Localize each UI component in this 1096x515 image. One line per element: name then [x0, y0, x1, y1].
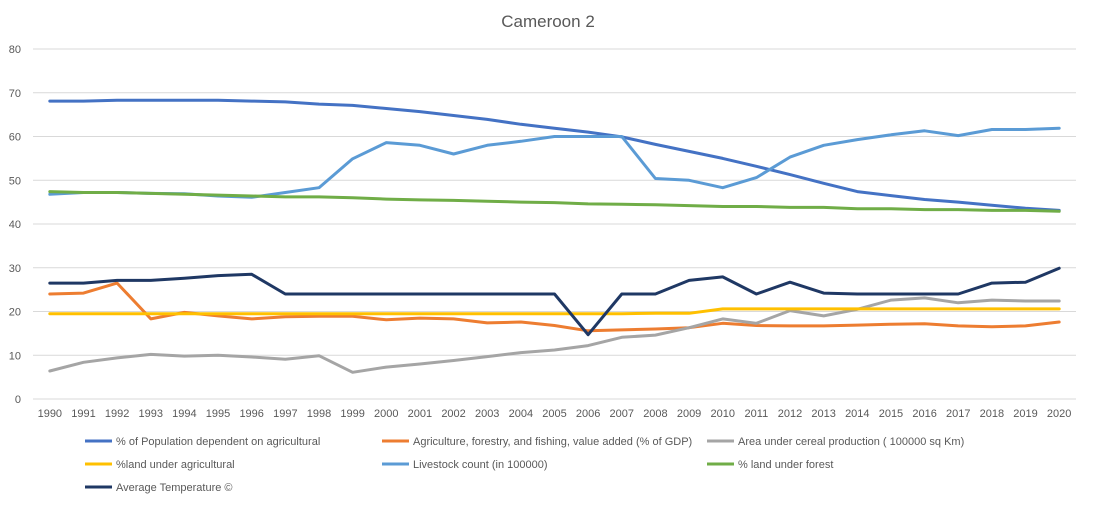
- x-tick-label: 2007: [610, 408, 634, 420]
- x-tick-label: 1994: [172, 408, 196, 420]
- y-tick-label: 10: [9, 350, 21, 362]
- y-tick-label: 60: [9, 132, 21, 144]
- x-tick-label: 2001: [408, 408, 432, 420]
- x-tick-label: 2014: [845, 408, 869, 420]
- series-line-0: [48, 98, 1061, 212]
- x-tick-label: 2013: [811, 408, 835, 420]
- y-tick-label: 20: [9, 307, 21, 319]
- legend-label-1: Agriculture, forestry, and fishing, valu…: [413, 436, 692, 448]
- x-tick-label: 2000: [374, 408, 398, 420]
- x-tick-label: 2005: [542, 408, 566, 420]
- y-tick-label: 0: [15, 394, 21, 406]
- chart-title: Cameroon 2: [501, 12, 595, 31]
- x-tick-label: 1991: [71, 408, 95, 420]
- x-tick-label: 1996: [239, 408, 263, 420]
- legend-label-5: % land under forest: [738, 459, 833, 471]
- y-tick-label: 70: [9, 88, 21, 100]
- legend-label-3: %land under agricultural: [116, 459, 235, 471]
- legend-label-2: Area under cereal production ( 100000 sq…: [738, 436, 964, 448]
- y-tick-label: 80: [9, 44, 21, 56]
- x-tick-label: 2006: [576, 408, 600, 420]
- x-tick-label: 1995: [206, 408, 230, 420]
- legend-label-4: Livestock count (in 100000): [413, 459, 548, 471]
- x-tick-label: 1993: [139, 408, 163, 420]
- x-tick-label: 2016: [912, 408, 936, 420]
- series-line-2: [48, 296, 1061, 374]
- x-tick-label: 2011: [745, 408, 769, 420]
- y-tick-label: 50: [9, 175, 21, 187]
- x-tick-label: 2004: [509, 408, 533, 420]
- legend-label-6: Average Temperature ©: [116, 482, 233, 494]
- x-tick-label: 1999: [340, 408, 364, 420]
- series-line-6: [48, 266, 1061, 337]
- series-line-3: [48, 307, 1061, 316]
- x-tick-label: 2020: [1047, 408, 1071, 420]
- x-tick-label: 2019: [1013, 408, 1037, 420]
- x-tick-label: 2008: [643, 408, 667, 420]
- series-line-5: [48, 190, 1061, 213]
- x-axis-ticks: 1990 1991 1992 1993 1994 1995 1996 1997 1998 1999…: [38, 408, 1072, 420]
- y-tick-label: 40: [9, 219, 21, 231]
- series-line-1: [48, 281, 1061, 333]
- x-tick-label: 2017: [946, 408, 970, 420]
- legend-label-0: % of Population dependent on agricultura…: [116, 436, 320, 448]
- legend: % of Population dependent on agricultura…: [85, 436, 964, 494]
- x-tick-label: 2012: [778, 408, 802, 420]
- x-tick-label: 2010: [710, 408, 734, 420]
- y-tick-label: 30: [9, 263, 21, 275]
- series-lines: [48, 98, 1061, 374]
- x-tick-label: 1997: [273, 408, 297, 420]
- x-tick-label: 2015: [879, 408, 903, 420]
- x-tick-label: 2018: [980, 408, 1004, 420]
- x-tick-label: 1992: [105, 408, 129, 420]
- x-tick-label: 1990: [38, 408, 62, 420]
- x-tick-label: 2009: [677, 408, 701, 420]
- x-tick-label: 1998: [307, 408, 331, 420]
- x-tick-label: 2003: [475, 408, 499, 420]
- series-line-4: [48, 126, 1061, 199]
- x-tick-label: 2002: [441, 408, 465, 420]
- y-axis-ticks: 0 10 20 30 40 50 60 70 80: [9, 44, 21, 406]
